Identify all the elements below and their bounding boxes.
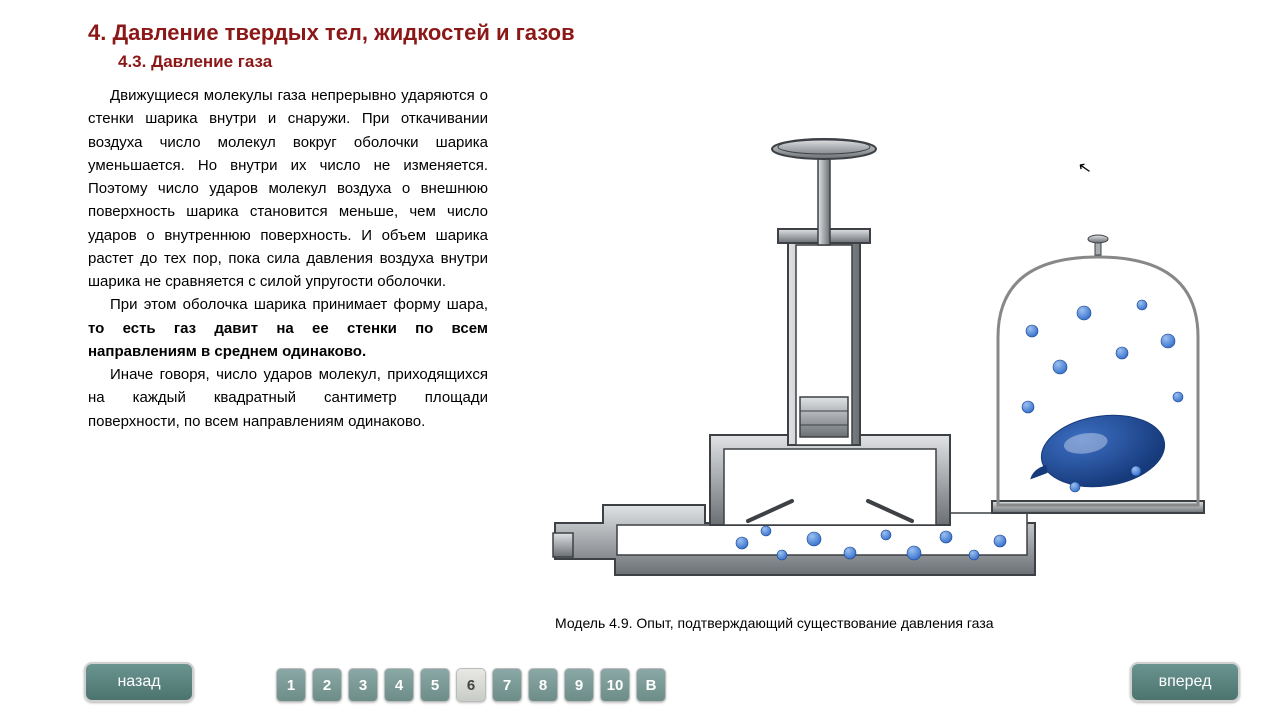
page-button-7[interactable]: 7 xyxy=(492,668,522,702)
page-button-10[interactable]: 10 xyxy=(600,668,630,702)
experiment-figure xyxy=(530,135,1220,605)
back-button-label: назад xyxy=(117,673,160,691)
page-button-1[interactable]: 1 xyxy=(276,668,306,702)
page-button-9[interactable]: 9 xyxy=(564,668,594,702)
page-button-8[interactable]: 8 xyxy=(528,668,558,702)
page-button-6[interactable]: 6 xyxy=(456,668,486,702)
forward-button[interactable]: вперед xyxy=(1130,662,1240,702)
body-text: Движущиеся молекулы газа непрерывно удар… xyxy=(88,84,488,433)
figure-caption: Модель 4.9. Опыт, подтверждающий существ… xyxy=(555,615,994,631)
page-button-5[interactable]: 5 xyxy=(420,668,450,702)
page-button-4[interactable]: 4 xyxy=(384,668,414,702)
paragraph-1: Движущиеся молекулы газа непрерывно удар… xyxy=(88,87,488,290)
forward-button-label: вперед xyxy=(1159,673,1212,691)
page-button-В[interactable]: В xyxy=(636,668,666,702)
paragraph-3: Иначе говоря, число ударов молекул, прих… xyxy=(88,366,488,430)
paragraph-2-bold: то есть газ давит на ее стенки по всем н… xyxy=(88,320,488,360)
chapter-title: 4. Давление твердых тел, жидкостей и газ… xyxy=(88,20,1240,46)
page-button-2[interactable]: 2 xyxy=(312,668,342,702)
page-selector: 12345678910В xyxy=(276,668,666,702)
back-button[interactable]: назад xyxy=(84,662,194,702)
paragraph-2a: При этом оболочка шарика принимает форму… xyxy=(110,296,488,313)
page-button-3[interactable]: 3 xyxy=(348,668,378,702)
section-title: 4.3. Давление газа xyxy=(118,52,1240,72)
